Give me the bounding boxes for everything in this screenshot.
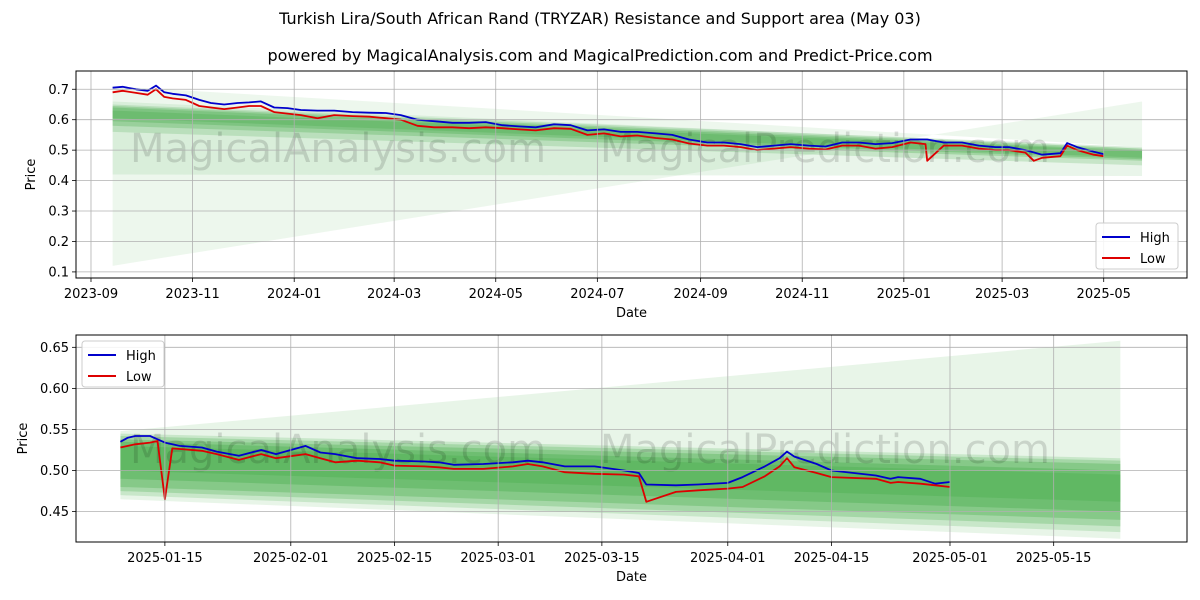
- y-tick-label: 0.3: [48, 205, 69, 220]
- plot-area: MagicalAnalysis.com MagicalPrediction.com: [119, 340, 1121, 539]
- y-tick-label: 0.50: [40, 464, 69, 479]
- y-tick-label: 0.7: [48, 83, 69, 98]
- legend-box: [1095, 222, 1179, 270]
- y-tick-label: 0.45: [40, 505, 69, 520]
- legend: High Low: [1095, 222, 1179, 270]
- x-tick-label: 2025-04-01: [690, 551, 766, 566]
- y-tick-label: 0.5: [48, 144, 69, 159]
- x-tick-label: 2023-09: [64, 287, 118, 302]
- chart-panel-2: MagicalAnalysis.com MagicalPrediction.com…: [16, 334, 1188, 585]
- y-tick-label: 0.2: [48, 235, 69, 250]
- y-tick-label: 0.60: [40, 382, 69, 397]
- series-line-high: [112, 84, 1104, 156]
- x-tick-label: 2025-02-15: [357, 551, 433, 566]
- legend-label-low: Low: [126, 370, 152, 385]
- y-tick-label: 0.4: [48, 174, 69, 189]
- x-tick-label: 2024-07: [570, 287, 624, 302]
- legend-box: [81, 340, 165, 388]
- x-axis-label: Date: [616, 570, 647, 585]
- chart-subtitle: powered by MagicalAnalysis.com and Magic…: [267, 46, 933, 65]
- support-resistance-band-6: [112, 110, 1143, 158]
- series-line-low: [112, 88, 1104, 162]
- plot-frame: [75, 334, 1188, 543]
- y-tick-label: 0.6: [48, 113, 69, 128]
- x-tick-label: 2024-09: [673, 287, 727, 302]
- plot-area: MagicalAnalysis.com MagicalPrediction.com: [112, 84, 1143, 266]
- chart-title: Turkish Lira/South African Rand (TRYZAR)…: [279, 9, 921, 28]
- x-tick-label: 2025-02-01: [253, 551, 329, 566]
- support-resistance-band-1: [112, 86, 1143, 266]
- series-line-high: [119, 435, 951, 487]
- x-tick-label: 2025-03: [975, 287, 1029, 302]
- y-tick-label: 0.55: [40, 423, 69, 438]
- x-tick-label: 2025-01: [877, 287, 931, 302]
- watermark-1: MagicalAnalysis.com: [130, 126, 546, 172]
- support-resistance-band-1: [120, 340, 1121, 539]
- x-tick-label: 2024-01: [267, 287, 321, 302]
- legend: High Low: [81, 340, 165, 388]
- x-tick-label: 2025-03-01: [460, 551, 536, 566]
- chart-panel-1: MagicalAnalysis.com MagicalPrediction.com…: [24, 70, 1188, 321]
- plot-frame: [75, 70, 1188, 279]
- x-tick-label: 2025-05: [1077, 287, 1131, 302]
- x-tick-label: 2025-05-15: [1016, 551, 1092, 566]
- y-axis-label: Price: [24, 159, 39, 191]
- y-tick-label: 0.1: [48, 265, 69, 280]
- support-resistance-band-5: [112, 107, 1143, 160]
- x-tick-label: 2025-04-15: [794, 551, 870, 566]
- y-axis-label: Price: [16, 423, 31, 455]
- y-tick-label: 0.65: [40, 341, 69, 356]
- watermark-2: MagicalPrediction.com: [600, 427, 1050, 473]
- x-tick-label: 2025-03-15: [564, 551, 640, 566]
- x-tick-label: 2024-11: [775, 287, 829, 302]
- x-axis-label: Date: [616, 306, 647, 321]
- x-tick-label: 2024-03: [367, 287, 421, 302]
- legend-label-low: Low: [1140, 252, 1166, 267]
- x-tick-label: 2025-01-15: [127, 551, 203, 566]
- x-tick-label: 2025-05-01: [912, 551, 988, 566]
- legend-label-high: High: [126, 349, 156, 364]
- x-tick-label: 2023-11: [165, 287, 219, 302]
- legend-label-high: High: [1140, 231, 1170, 246]
- x-tick-label: 2024-05: [469, 287, 523, 302]
